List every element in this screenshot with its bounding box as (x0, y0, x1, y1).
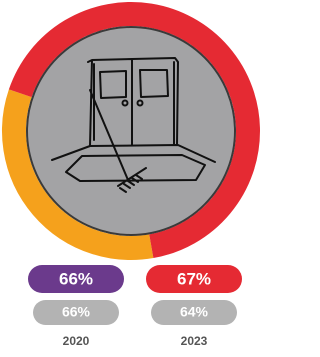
main-label: 66% (59, 269, 93, 288)
sub-label: 64% (180, 304, 209, 320)
year-label: 2023 (181, 334, 208, 348)
year-label: 2020 (63, 334, 90, 348)
main-label: 67% (177, 269, 211, 288)
infographic: 66% 66% 2020 67% 64% 2023 (0, 0, 262, 352)
sub-label: 66% (62, 304, 91, 320)
columns: 66% 66% 2020 67% 64% 2023 (28, 265, 242, 348)
